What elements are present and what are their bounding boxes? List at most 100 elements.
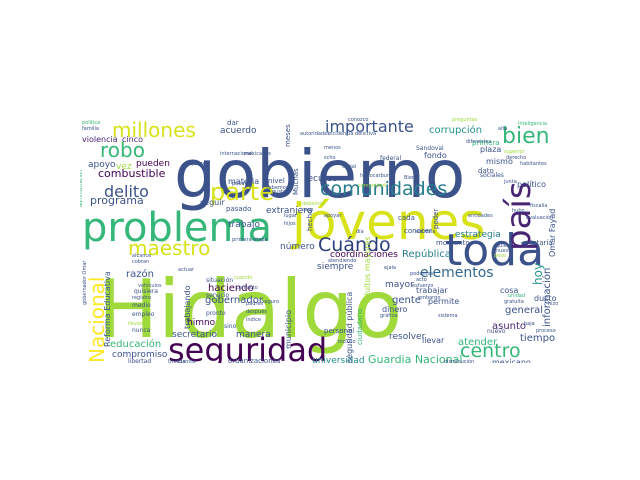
word-informacion: información (541, 268, 553, 327)
word-centro: centro (460, 340, 521, 362)
word-permite: permite (428, 297, 459, 306)
word-personal: personal (324, 327, 354, 335)
word-estraria: estraria (416, 229, 435, 235)
word-hijos: hijos (284, 221, 296, 227)
word-manera: manera (236, 330, 271, 340)
word-habitantes: habitantes (520, 161, 547, 167)
word-libertad: libertad (128, 358, 151, 363)
word-superior: superior (504, 149, 526, 155)
word-dia: día (356, 228, 364, 235)
word-padres: padres (246, 301, 263, 307)
word-trabajo: trabajo (228, 220, 260, 230)
word-empleo: empleo (132, 311, 155, 318)
word-hizo: hizo (548, 301, 558, 307)
word-llevamos: llevamos (128, 321, 151, 327)
word-seguridad: seguridad (168, 331, 327, 363)
word-haciendo: haciendo (208, 283, 254, 294)
word-millones: millones (112, 118, 196, 142)
word-federal: federal (380, 155, 401, 162)
word-entidades: entidades (468, 213, 493, 219)
word-hubo: hubo (512, 208, 525, 214)
word-primera-etapa: primera etapa (232, 237, 268, 243)
word-gusta: gusta (272, 189, 286, 195)
word-seguridad-publica: seguridad pública (345, 292, 354, 363)
word-poder: poder (432, 209, 440, 229)
word-junta: junta (503, 179, 517, 185)
word-unidos: Unidos (168, 359, 185, 363)
word-resolver: resolver (389, 332, 426, 342)
word-alta: alta (498, 126, 507, 132)
word-internacional: internacional (220, 151, 253, 157)
word-ejala: ejala (384, 265, 396, 271)
word-elementos: elementos (420, 265, 494, 281)
word-lugar: lugar (284, 213, 298, 219)
word-medio: medio (132, 302, 151, 309)
word-peso: peso (494, 253, 506, 259)
word-reforma-educativa: Reforma Educativa (103, 271, 112, 347)
word-puedo: puedo (232, 181, 248, 187)
word-cosa: cosa (500, 286, 518, 295)
word-municipio: municipio (284, 310, 293, 349)
word-quieren: quieren (190, 161, 209, 167)
word-pueden: pueden (136, 159, 170, 169)
word-plaza: plaza (480, 145, 501, 154)
word-himno: himno (187, 318, 216, 328)
word-pais: país (499, 181, 539, 251)
word-momento: momento (436, 239, 470, 247)
word-apoyo: apoyo (88, 160, 116, 170)
word-violencia: violencia (82, 135, 118, 144)
word-ciudadano: ciudadano (356, 309, 364, 345)
word-incluso: incluso (338, 339, 356, 345)
word-dato: dato (478, 167, 494, 175)
word-acto: acto (416, 277, 427, 283)
word-republica: República (402, 248, 451, 260)
word-materia: materia (228, 177, 259, 186)
word-autoridades: autoridades (300, 131, 330, 137)
word-organizaciones: organizaciones (228, 357, 281, 363)
word-diferentes: diferentes (466, 139, 492, 145)
word-hidrocarburos: hidrocarburos (360, 173, 395, 179)
word-jovenes: jóvenes (291, 193, 485, 251)
word-toda: toda (445, 225, 544, 276)
word-embargo: embargo (418, 295, 440, 301)
word-razon: razón (126, 268, 154, 280)
word-conocer: conocer (404, 227, 432, 235)
word-trabajar: trabajar (416, 286, 448, 295)
word-tiempo: tiempo (520, 333, 555, 344)
word-mayor: mayor (385, 280, 414, 290)
word-seguir: seguir (200, 198, 225, 207)
word-comunidades: comunidades (320, 178, 447, 200)
word-trabajando: trabajando (183, 285, 192, 329)
word-cuando-small: cuando (234, 275, 252, 281)
word-sabemos: sabemos (266, 185, 289, 191)
word-hecho: hecho (306, 210, 314, 231)
word-pronto: pronto (206, 310, 226, 317)
word-omar-fayad: Omar Fayad (548, 209, 557, 257)
word-alcance: alcance (132, 253, 151, 259)
word-universidad: universidad (312, 356, 365, 363)
word-educacion: educación (110, 338, 161, 350)
word-adultos-mayores: adultos mayores (363, 236, 372, 303)
word-quiero: quiero (496, 243, 512, 249)
word-podemos: podemos (410, 271, 433, 277)
word-menos: menos (324, 145, 341, 151)
word-nunca: nunca (132, 327, 151, 334)
word-vez: vez (116, 162, 132, 172)
word-siempre: siempre (317, 262, 354, 272)
word-familia: familia (82, 126, 99, 132)
word-cobran: cobran (132, 259, 149, 265)
word-servicio: servicio (206, 292, 229, 299)
word-mexicanas: mexicanas (244, 151, 271, 157)
word-llevar: llevar (422, 336, 445, 345)
word-sistema: sistema (438, 313, 458, 319)
word-gratuita: gratuita (504, 299, 524, 305)
word-nuevo: nuevo (487, 328, 506, 335)
word-numero: número (280, 242, 315, 252)
word-disminucion: disminución (444, 358, 474, 363)
word-gustaria: gustaría (524, 239, 553, 247)
word-sandoval: Sandoval (416, 145, 444, 152)
word-cuando: Cuándo (318, 234, 391, 256)
word-guardia-nacional: Guardia Nacional (368, 353, 462, 363)
word-atendiendo: atendiendo (328, 258, 356, 264)
word-administracion: administración (80, 170, 84, 207)
